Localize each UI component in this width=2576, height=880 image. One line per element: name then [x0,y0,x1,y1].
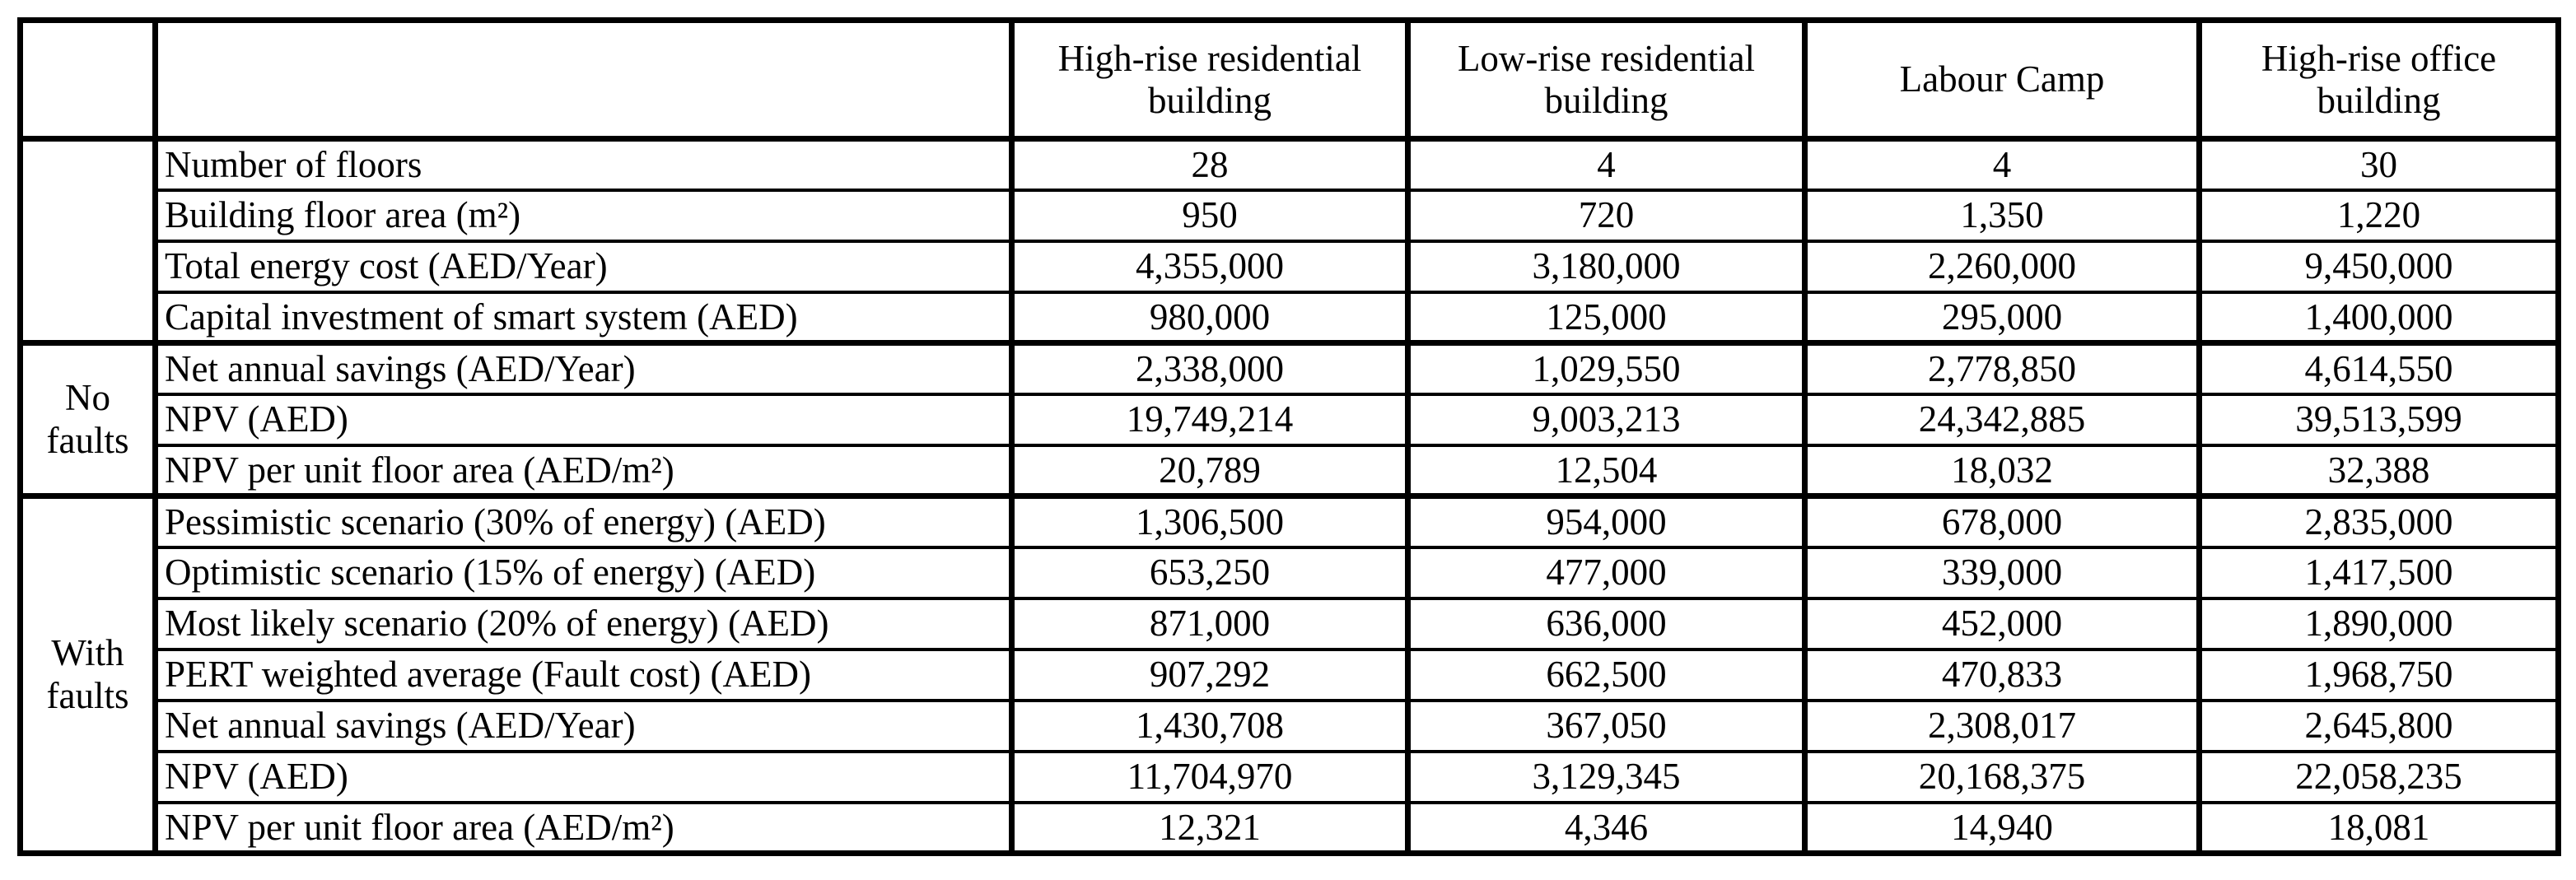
value-cell: 32,388 [2196,443,2561,498]
value-cell: 339,000 [1802,545,2202,600]
table-row: NPV (AED) 19,749,214 9,003,213 24,342,885 39… [21,392,2561,447]
value-cell: 678,000 [1802,493,2202,549]
value-cell: 2,778,850 [1802,340,2202,396]
value-cell: 954,000 [1405,493,1808,549]
value-cell: 14,940 [1802,800,2202,855]
value-cell: 20,789 [1009,443,1411,498]
value-cell: 9,003,213 [1405,392,1808,447]
table-row: NPV per unit floor area (AED/m²) 12,321 4,… [21,800,2561,855]
value-cell: 4,346 [1405,800,1808,855]
column-header-labour-camp: Labour Camp [1802,18,2202,141]
value-cell: 295,000 [1802,290,2202,345]
value-cell: 4,355,000 [1009,239,1411,294]
row-label: Net annual savings (AED/Year) [152,340,1015,396]
value-cell: 980,000 [1009,290,1411,345]
column-header-low-rise-residential: Low-rise residential building [1405,18,1808,141]
row-label: Pessimistic scenario (30% of energy) (AE… [152,493,1015,549]
value-cell: 125,000 [1405,290,1808,345]
value-cell: 1,400,000 [2196,290,2561,345]
row-label: Capital investment of smart system (AED) [152,290,1015,345]
value-cell: 907,292 [1009,647,1411,702]
value-cell: 470,833 [1802,647,2202,702]
value-cell: 2,338,000 [1009,340,1411,396]
table-row: Net annual savings (AED/Year) 1,430,708 36… [21,698,2561,753]
value-cell: 2,260,000 [1802,239,2202,294]
value-cell: 2,308,017 [1802,698,2202,753]
row-label: Building floor area (m²) [152,188,1015,243]
value-cell: 720 [1405,188,1808,243]
table-row: No faults Net annual savings (AED/Year) 2,… [17,340,2561,498]
value-cell: 1,968,750 [2196,647,2561,702]
value-cell: 653,250 [1009,545,1411,600]
row-label: Net annual savings (AED/Year) [152,698,1015,753]
value-cell: 1,306,500 [1009,493,1411,549]
value-cell: 18,081 [2196,800,2561,855]
value-cell: 662,500 [1405,647,1808,702]
value-cell: 11,704,970 [1009,749,1411,804]
value-cell: 19,749,214 [1009,392,1411,447]
row-label: Most likely scenario (20% of energy) (AE… [152,596,1015,651]
group-label-with-faults: With faults [17,493,158,855]
value-cell: 367,050 [1405,698,1808,753]
npv-analysis-table: High-rise residential building Low-rise … [17,17,2561,856]
table-row: Number of floors 28 4 4 30 [17,136,2561,345]
value-cell: 871,000 [1009,596,1411,651]
table-row: NPV (AED) 11,704,970 3,129,345 20,168,375 22… [21,749,2561,804]
group-label-building-info [17,136,158,345]
value-cell: 452,000 [1802,596,2202,651]
value-cell: 4 [1405,136,1808,192]
value-cell: 3,129,345 [1405,749,1808,804]
value-cell: 1,029,550 [1405,340,1808,396]
table-row: Capital investment of smart system (AED)… [21,290,2561,345]
value-cell: 1,430,708 [1009,698,1411,753]
table-row: With faults Pessimistic scenario (30% of … [17,493,2561,855]
value-cell: 4 [1802,136,2202,192]
value-cell: 12,504 [1405,443,1808,498]
column-header-high-rise-office: High-rise office building [2196,18,2561,141]
value-cell: 28 [1009,136,1411,192]
value-cell: 1,350 [1802,188,2202,243]
header-corner-group-cell [17,18,158,141]
value-cell: 39,513,599 [2196,392,2561,447]
value-cell: 1,220 [2196,188,2561,243]
row-label: PERT weighted average (Fault cost) (AED) [152,647,1015,702]
value-cell: 3,180,000 [1405,239,1808,294]
value-cell: 24,342,885 [1802,392,2202,447]
row-label: NPV (AED) [152,749,1015,804]
table-row: Total energy cost (AED/Year) 4,355,000 3,1… [21,239,2561,294]
table-row: Optimistic scenario (15% of energy) (AED… [21,545,2561,600]
table-row: Building floor area (m²) 950 720 1,350 1,220 [21,188,2561,243]
value-cell: 477,000 [1405,545,1808,600]
table-row: Most likely scenario (20% of energy) (AE… [21,596,2561,651]
header-row: High-rise residential building Low-rise … [17,18,2561,141]
value-cell: 12,321 [1009,800,1411,855]
value-cell: 2,645,800 [2196,698,2561,753]
row-label: Number of floors [152,136,1015,192]
value-cell: 636,000 [1405,596,1808,651]
row-label: NPV (AED) [152,392,1015,447]
table-row: NPV per unit floor area (AED/m²) 20,789 12… [21,443,2561,498]
value-cell: 950 [1009,188,1411,243]
value-cell: 20,168,375 [1802,749,2202,804]
row-label: Optimistic scenario (15% of energy) (AED… [152,545,1015,600]
group-label-no-faults: No faults [17,340,158,498]
row-label: NPV per unit floor area (AED/m²) [152,800,1015,855]
value-cell: 18,032 [1802,443,2202,498]
value-cell: 4,614,550 [2196,340,2561,396]
column-header-high-rise-residential: High-rise residential building [1009,18,1411,141]
value-cell: 1,417,500 [2196,545,2561,600]
row-label: NPV per unit floor area (AED/m²) [152,443,1015,498]
value-cell: 1,890,000 [2196,596,2561,651]
row-label: Total energy cost (AED/Year) [152,239,1015,294]
value-cell: 2,835,000 [2196,493,2561,549]
value-cell: 22,058,235 [2196,749,2561,804]
value-cell: 9,450,000 [2196,239,2561,294]
value-cell: 30 [2196,136,2561,192]
table-row: PERT weighted average (Fault cost) (AED)… [21,647,2561,702]
header-corner-label-cell [152,18,1015,141]
